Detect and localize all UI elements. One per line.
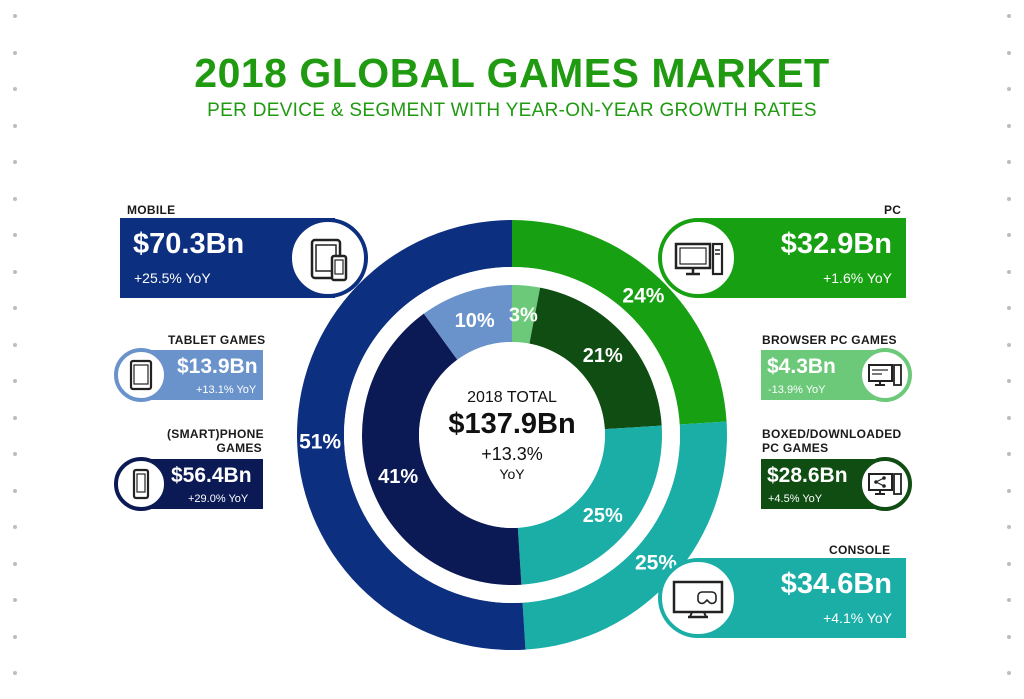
left-dot-pattern [0,0,40,699]
outer-ring-label: 25% [635,551,677,574]
browser-heading: BROWSER PC GAMES [762,333,897,347]
boxed-value: $28.6Bn [767,464,848,487]
browser-yoy: -13.9% YoY [768,384,826,396]
pattern-dot [13,14,17,18]
browser-computer-icon [858,348,912,402]
outer-ring-label: 24% [622,284,664,307]
smartphone-value: $56.4Bn [171,464,252,487]
smartphone-heading-line1: (SMART)PHONE [167,427,264,441]
pattern-dot [1007,342,1011,347]
pattern-dot [13,598,17,602]
pattern-dot [13,671,17,675]
inner-ring-label: 21% [583,345,623,367]
pattern-dot [1007,306,1011,310]
console-heading: CONSOLE [829,543,891,557]
pattern-dot [13,342,17,347]
center-total-value: $137.9Bn [448,408,576,440]
pattern-dot [13,123,17,128]
pattern-dot [1007,196,1011,201]
download-computer-icon [858,457,912,511]
pattern-dot [1007,379,1011,383]
pattern-dot [13,233,17,237]
chart-subtitle: PER DEVICE & SEGMENT WITH YEAR-ON-YEAR G… [207,100,817,121]
center-total-label: 2018 TOTAL [467,389,557,406]
pattern-dot [13,488,17,493]
pattern-dot [1007,634,1011,639]
pattern-dot [1007,87,1011,91]
inner-ring-label: 25% [583,505,623,527]
pattern-dot [1007,233,1011,237]
smartphone-heading-line2: GAMES [216,441,262,455]
inner-ring-slice-tablet-games [423,285,512,360]
mobile-heading: MOBILE [127,203,176,217]
pattern-dot [1007,50,1011,55]
smartphone-yoy: +29.0% YoY [188,493,249,505]
pc-yoy: +1.6% YoY [823,270,892,286]
tablet-icon [114,348,168,402]
pattern-dot [13,306,17,310]
mobile-yoy: +25.5% YoY [134,270,211,286]
tv-gamepad-icon [658,558,738,638]
pattern-dot [13,160,17,164]
pattern-dot [13,634,17,639]
phone-icon [114,457,168,511]
inner-ring-label: 3% [509,305,538,327]
pattern-dot [13,452,17,456]
tablet-heading: TABLET GAMES [168,333,266,347]
pattern-dot [13,379,17,383]
pattern-dot [1007,561,1011,566]
pattern-dot [13,50,17,55]
pattern-dot [1007,488,1011,493]
pattern-dot [13,269,17,274]
outer-ring-slice-pc [512,220,727,425]
boxed-heading: BOXED/DOWNLOADED PC GAMES [762,427,901,455]
pattern-dot [1007,525,1011,529]
center-total-growth: +13.3% [481,444,543,464]
boxed-heading-line2: PC GAMES [762,441,829,455]
browser-value: $4.3Bn [767,355,836,378]
pattern-dot [1007,452,1011,456]
tablet-yoy: +13.1% YoY [196,384,257,396]
pc-heading: PC [884,203,902,217]
pattern-dot [13,87,17,91]
pattern-dot [1007,415,1011,420]
console-yoy: +4.1% YoY [823,610,892,626]
center-disc [419,342,605,528]
chart-title: 2018 GLOBAL GAMES MARKET [194,50,830,96]
pattern-dot [1007,160,1011,164]
tablet-value: $13.9Bn [177,355,258,378]
desktop-computer-icon [658,218,738,298]
pattern-dot [1007,598,1011,602]
tablet-phone-icon [288,218,368,298]
inner-ring-slice--smart-phone-games [362,313,522,585]
mobile-value: $70.3Bn [133,228,245,260]
boxed-yoy: +4.5% YoY [768,493,823,505]
boxed-heading-line1: BOXED/DOWNLOADED [762,427,902,441]
inner-ring-slice-console [517,425,662,585]
pattern-dot [1007,671,1011,675]
pattern-dot [13,561,17,566]
pc-value: $32.9Bn [780,228,892,260]
pattern-dot [1007,123,1011,128]
inner-ring-label: 10% [455,310,495,332]
console-value: $34.6Bn [780,568,892,600]
pattern-dot [13,196,17,201]
inner-ring-label: 41% [378,466,418,488]
center-total-growth-unit: YoY [499,466,525,482]
pattern-dot [1007,14,1011,18]
inner-ring-slice-browser-pc-games [512,285,541,344]
pattern-dot [1007,269,1011,274]
outer-ring-slice-mobile [296,220,526,650]
pattern-dot [13,415,17,420]
pattern-dot [13,525,17,529]
outer-ring-slice-console [522,421,727,650]
outer-ring-label: 51% [299,430,341,453]
right-dot-pattern [984,0,1024,699]
inner-ring-slice-boxed-downloaded-pc-games [529,287,662,430]
smartphone-heading: (SMART)PHONE GAMES [167,427,264,455]
